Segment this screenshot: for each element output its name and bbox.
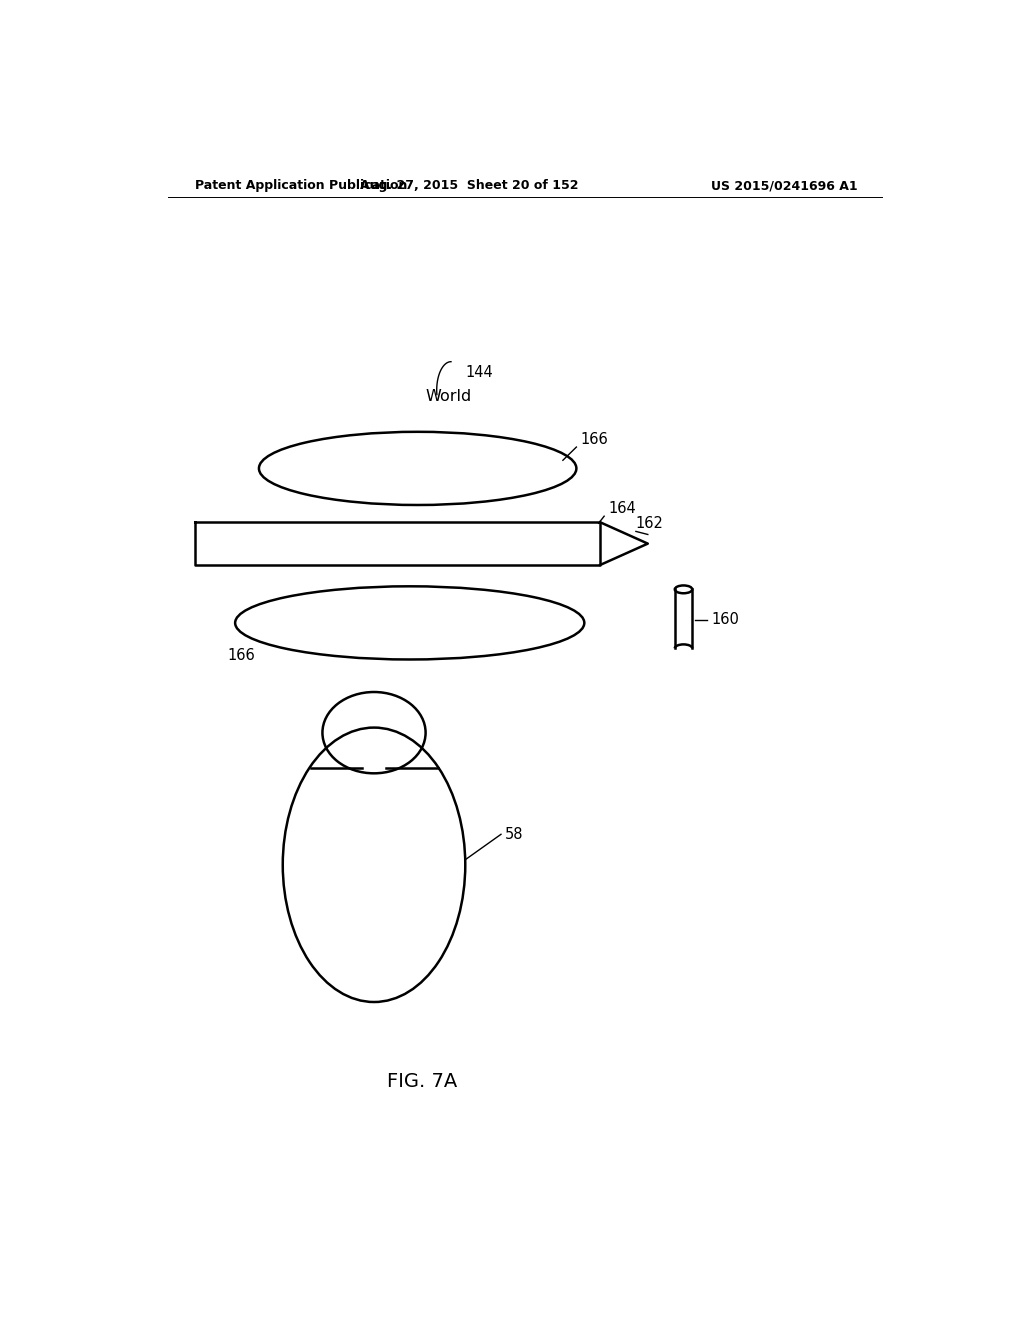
Text: World: World bbox=[426, 389, 472, 404]
Text: 58: 58 bbox=[505, 826, 523, 842]
Text: 166: 166 bbox=[227, 648, 255, 664]
Text: US 2015/0241696 A1: US 2015/0241696 A1 bbox=[712, 180, 858, 193]
Text: 164: 164 bbox=[608, 502, 636, 516]
Text: 144: 144 bbox=[465, 364, 493, 380]
Text: Patent Application Publication: Patent Application Publication bbox=[196, 180, 408, 193]
Text: 160: 160 bbox=[712, 612, 739, 627]
Text: Aug. 27, 2015  Sheet 20 of 152: Aug. 27, 2015 Sheet 20 of 152 bbox=[360, 180, 579, 193]
Text: FIG. 7A: FIG. 7A bbox=[386, 1072, 457, 1092]
Text: 162: 162 bbox=[636, 516, 664, 532]
Text: 166: 166 bbox=[581, 432, 608, 447]
